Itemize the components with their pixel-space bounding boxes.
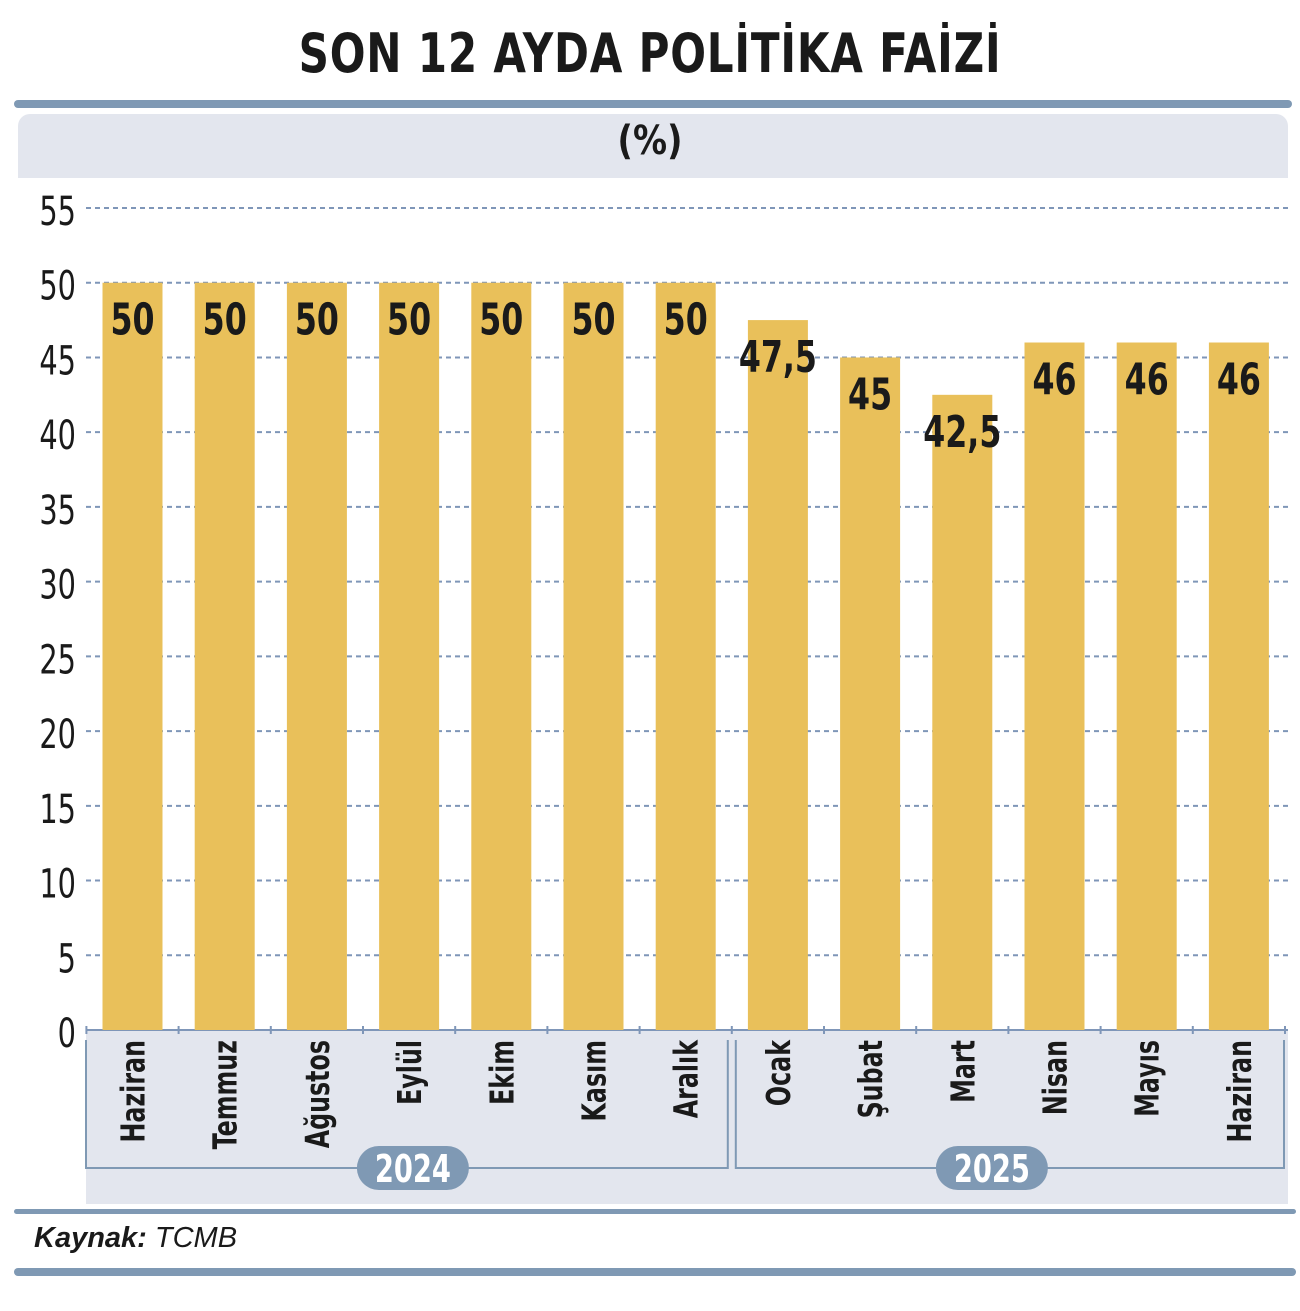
y-tick-label: 40 [39,414,76,460]
bar [286,282,347,1030]
year-pill [356,1146,469,1190]
year-label: 2025 [954,1146,1030,1191]
y-tick-label: 15 [39,787,76,833]
bar [655,282,716,1030]
bar [194,282,255,1030]
bar-value-label: 50 [295,295,339,347]
x-category-label: Ağustos [298,1040,337,1148]
x-category-label: Kasım [575,1040,614,1121]
bar-value-label: 50 [571,295,615,347]
bar-value-label: 46 [1125,354,1169,406]
bottom-accent-bar [14,1268,1296,1276]
bar-value-label: 50 [387,295,431,347]
x-category-label: Temmuz [206,1040,245,1149]
chart-title: SON 12 AYDA POLİTİKA FAİZİ [298,22,1002,85]
bar-value-label: 42,5 [923,407,1001,459]
bar [747,320,808,1030]
y-tick-label: 0 [58,1011,76,1057]
year-pill [935,1146,1048,1190]
bar-value-label: 50 [110,295,154,347]
x-category-label: Ocak [759,1039,798,1106]
x-category-label: Mart [943,1040,982,1103]
x-category-label: Haziran [114,1040,153,1143]
y-tick-label: 45 [39,339,76,385]
source-value: TCMB [154,1222,238,1254]
y-tick-label: 30 [39,563,76,609]
bar [563,282,624,1030]
bar-value-label: 45 [848,369,892,421]
source-label: Kaynak: [34,1222,147,1254]
bar [471,282,532,1030]
bar [1024,342,1085,1030]
bar [932,394,993,1030]
top-accent-bar [14,100,1292,108]
x-category-label: Haziran [1220,1040,1259,1143]
bar-value-label: 50 [479,295,523,347]
x-category-label: Eylül [390,1040,429,1105]
y-tick-label: 50 [39,264,76,310]
unit-band [18,114,1288,178]
source-note: Kaynak: TCMB [34,1222,237,1255]
x-category-label: Nisan [1036,1040,1075,1115]
bar-value-label: 46 [1032,354,1076,406]
x-category-label: Aralık [667,1039,706,1118]
x-category-label: Mayıs [1128,1040,1167,1117]
y-tick-label: 25 [39,638,76,684]
bar [1116,342,1177,1030]
bar [102,282,163,1030]
x-category-label: Ekim [482,1040,521,1105]
bar-value-label: 47,5 [739,332,817,384]
bar [1208,342,1269,1030]
y-tick-label: 10 [39,862,76,908]
bar [379,282,440,1030]
y-tick-label: 55 [39,189,76,235]
unit-label: (%) [617,118,683,164]
category-band [86,1030,1288,1204]
bar-value-label: 46 [1217,354,1261,406]
x-category-label: Şubat [851,1040,890,1119]
bar [840,357,901,1030]
year-label: 2024 [375,1146,451,1191]
bottom-divider [14,1209,1296,1214]
y-tick-label: 5 [58,937,76,983]
y-tick-label: 20 [39,713,76,759]
bar-value-label: 50 [203,295,247,347]
bar-value-label: 50 [664,295,708,347]
y-tick-label: 35 [39,488,76,534]
